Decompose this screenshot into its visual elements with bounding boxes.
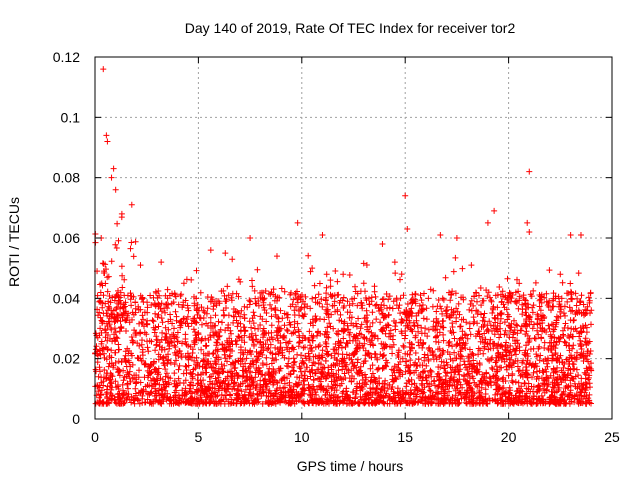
x-axis-label: GPS time / hours <box>297 458 404 474</box>
x-tick-label: 25 <box>604 429 620 445</box>
data-point <box>526 228 533 235</box>
y-tick-label: 0.06 <box>53 230 80 246</box>
data-point <box>180 280 187 287</box>
x-tick-label: 10 <box>294 429 310 445</box>
y-tick-label: 0.12 <box>53 49 80 65</box>
data-point <box>108 174 115 181</box>
data-point <box>158 259 165 266</box>
data-point <box>309 265 316 272</box>
data-point <box>104 138 111 145</box>
chart-title: Day 140 of 2019, Rate Of TEC Index for r… <box>185 20 516 36</box>
data-point <box>110 165 117 172</box>
data-point <box>402 192 409 199</box>
data-point <box>340 271 347 278</box>
data-point <box>404 225 411 232</box>
y-tick-label: 0 <box>72 411 80 427</box>
x-tick-label: 15 <box>397 429 413 445</box>
y-tick-label: 0.04 <box>53 290 80 306</box>
data-point <box>319 231 326 238</box>
data-point <box>222 250 229 257</box>
data-point <box>100 66 107 73</box>
data-point <box>103 132 110 139</box>
data-point <box>273 253 280 260</box>
data-point <box>247 235 254 241</box>
data-point-cloud <box>92 201 595 407</box>
data-point <box>207 247 214 254</box>
axes: 0 5 10 15 20 25 0 0.02 0.04 0.06 0.08 0.1 0.12 <box>53 49 620 445</box>
y-tick-label: 0.1 <box>61 109 81 125</box>
data-point <box>484 219 491 226</box>
data-point <box>437 231 444 238</box>
data-series <box>92 66 595 407</box>
data-point <box>577 231 584 238</box>
y-tick-label: 0.02 <box>53 351 80 367</box>
data-point <box>137 262 144 269</box>
data-point <box>379 241 386 248</box>
data-point <box>567 231 574 238</box>
y-tick-label: 0.08 <box>53 170 80 186</box>
y-axis-label: ROTI / TECUs <box>6 197 22 287</box>
data-point <box>468 262 475 269</box>
data-point <box>391 259 398 266</box>
data-point <box>524 219 531 226</box>
data-point <box>118 210 125 217</box>
data-point <box>491 207 498 214</box>
x-tick-label: 0 <box>91 429 99 445</box>
x-tick-label: 5 <box>195 429 203 445</box>
data-point <box>557 271 564 278</box>
data-point <box>526 168 533 175</box>
x-tick-label: 20 <box>501 429 517 445</box>
data-point <box>294 219 301 226</box>
data-point <box>453 235 460 241</box>
data-point <box>112 186 119 193</box>
